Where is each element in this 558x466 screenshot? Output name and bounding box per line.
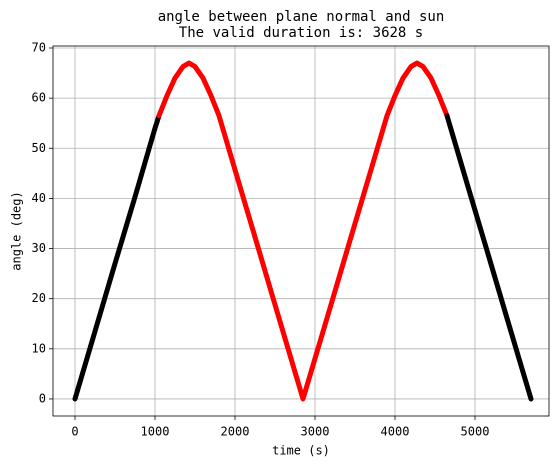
y-tick-label: 0 [39, 391, 46, 405]
y-tick-label: 70 [32, 41, 46, 55]
chart-title: angle between plane normal and sun [158, 9, 445, 25]
y-tick-label: 60 [32, 91, 46, 105]
x-tick-label: 4000 [381, 425, 410, 439]
x-tick-label: 2000 [221, 425, 250, 439]
x-tick-label: 3000 [301, 425, 330, 439]
x-tick-label: 0 [71, 425, 78, 439]
y-tick-label: 10 [32, 341, 46, 355]
y-tick-label: 50 [32, 141, 46, 155]
y-tick-label: 40 [32, 191, 46, 205]
y-axis-label: angle (deg) [10, 191, 24, 270]
data-line [72, 113, 162, 402]
x-axis-label: time (s) [272, 444, 330, 458]
y-tick-label: 20 [32, 291, 46, 305]
plot-frame [52, 45, 550, 417]
x-tick-label: 1000 [141, 425, 170, 439]
data-line [444, 113, 534, 402]
data-line [156, 60, 450, 402]
y-tick-label: 30 [32, 241, 46, 255]
x-tick-label: 5000 [461, 425, 490, 439]
chart-subtitle: The valid duration is: 3628 s [179, 25, 423, 41]
